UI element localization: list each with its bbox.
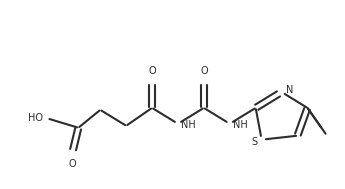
Text: NH: NH bbox=[233, 120, 247, 130]
Text: HO: HO bbox=[28, 113, 42, 123]
Text: N: N bbox=[286, 85, 293, 95]
Text: O: O bbox=[148, 66, 156, 76]
Text: O: O bbox=[200, 66, 208, 76]
Text: O: O bbox=[69, 159, 76, 169]
Text: NH: NH bbox=[181, 120, 196, 130]
Text: S: S bbox=[252, 137, 258, 147]
